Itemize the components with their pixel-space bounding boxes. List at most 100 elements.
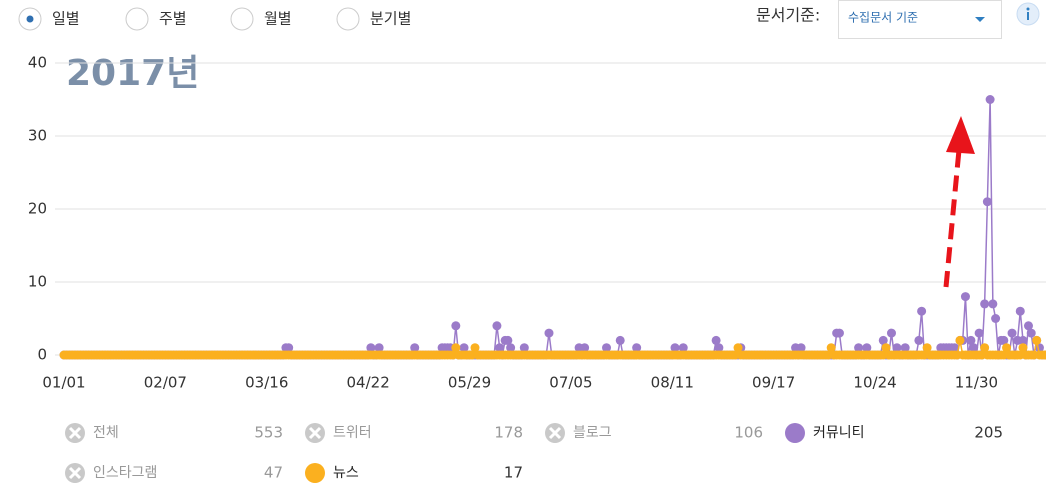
legend-disabled-x[interactable] [548, 426, 562, 440]
x-tick-label: 10/24 [853, 374, 896, 392]
legend-name[interactable]: 블로그 [573, 425, 612, 441]
x-tick-label: 07/05 [549, 374, 592, 392]
y-tick-label: 0 [37, 346, 47, 364]
point [410, 343, 420, 353]
point [374, 343, 384, 353]
legend-total[interactable]: 178 [494, 424, 523, 442]
radio-label[interactable]: 월별 [264, 10, 292, 28]
point [1015, 306, 1025, 316]
point [914, 335, 924, 345]
y-tick-label: 10 [28, 273, 47, 291]
radio[interactable] [230, 7, 254, 31]
legend-total[interactable]: 17 [504, 464, 523, 482]
point [678, 343, 688, 353]
point [459, 343, 469, 353]
point [492, 321, 502, 331]
point [826, 343, 836, 353]
legend-name[interactable]: 전체 [93, 425, 119, 441]
legend-disabled-x[interactable] [68, 426, 82, 440]
point [519, 343, 529, 353]
point [670, 343, 680, 353]
legend-disabled-x[interactable] [308, 426, 322, 440]
point [1040, 350, 1046, 360]
point [544, 328, 554, 338]
trend-arrow [943, 116, 975, 288]
point [1023, 321, 1033, 331]
point [1032, 335, 1042, 345]
point [881, 343, 891, 353]
point [1002, 343, 1012, 353]
point [985, 95, 995, 104]
legend-name[interactable]: 인스타그램 [93, 465, 157, 481]
point [451, 321, 461, 331]
x-tick-label: 03/16 [245, 374, 288, 392]
legend-swatch[interactable] [785, 423, 805, 443]
point [1018, 343, 1028, 353]
point [922, 343, 932, 353]
x-tick-label: 04/22 [347, 374, 390, 392]
point [451, 343, 461, 353]
y-tick-label: 30 [28, 127, 47, 145]
point [982, 197, 992, 207]
point [980, 299, 990, 309]
radio-label[interactable]: 일별 [52, 10, 80, 28]
legend-total[interactable]: 47 [264, 464, 283, 482]
x-tick-label: 01/01 [42, 374, 85, 392]
point [886, 328, 896, 338]
legend-name[interactable]: 커뮤니티 [813, 425, 865, 441]
legend-disabled-x[interactable] [68, 466, 82, 480]
point [900, 343, 910, 353]
point [974, 328, 984, 338]
point [955, 335, 965, 345]
point [602, 343, 612, 353]
point [580, 343, 590, 353]
point [284, 343, 294, 353]
legend-total[interactable]: 553 [254, 424, 283, 442]
point [999, 335, 1009, 345]
basis-value[interactable]: 수집문서 기준 [848, 11, 918, 25]
legend-swatch[interactable] [305, 463, 325, 483]
year-annotation: 2017년 [66, 53, 199, 94]
point [878, 335, 888, 345]
point [470, 343, 480, 353]
radio[interactable] [125, 7, 149, 31]
point [969, 343, 979, 353]
point [796, 343, 806, 353]
point [966, 335, 976, 345]
point [366, 343, 376, 353]
point [733, 343, 743, 353]
legend-total[interactable]: 205 [974, 424, 1003, 442]
radio-label[interactable]: 분기별 [370, 10, 411, 28]
legend-total[interactable]: 106 [734, 424, 763, 442]
point [950, 343, 959, 353]
point [862, 343, 872, 353]
point [1018, 335, 1028, 345]
point [506, 343, 516, 353]
radio-dot[interactable] [26, 15, 34, 23]
y-tick-label: 40 [28, 54, 47, 72]
dropdown-caret[interactable] [975, 17, 985, 22]
x-tick-label: 08/11 [651, 374, 694, 392]
point [892, 343, 902, 353]
point [988, 299, 998, 309]
x-tick-label: 09/17 [752, 374, 795, 392]
legend-name[interactable]: 뉴스 [333, 465, 359, 481]
point [503, 335, 513, 345]
point [711, 335, 721, 345]
info-icon[interactable] [1016, 2, 1040, 26]
radio-label[interactable]: 주별 [159, 10, 187, 28]
basis-label: 문서기준: [756, 6, 820, 25]
point [960, 292, 970, 302]
dropdown[interactable] [838, 0, 1002, 39]
point [714, 343, 724, 353]
x-tick-label: 02/07 [144, 374, 187, 392]
point [632, 343, 642, 353]
point [980, 343, 990, 353]
legend-name[interactable]: 트위터 [333, 425, 372, 441]
x-tick-label: 05/29 [448, 374, 491, 392]
point [615, 335, 625, 345]
radio[interactable] [336, 7, 360, 31]
point [1007, 328, 1017, 338]
point [495, 343, 505, 353]
